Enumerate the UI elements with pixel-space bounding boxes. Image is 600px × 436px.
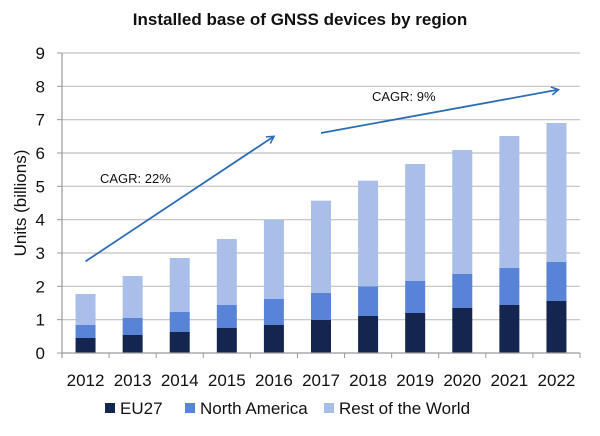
x-tick-label: 2017 [302, 371, 340, 390]
bar-eu27-2013 [122, 335, 143, 353]
bar-rest-of-the-world-2016 [263, 219, 284, 299]
y-tick-label: 5 [36, 177, 45, 196]
bar-rest-of-the-world-2017 [311, 200, 331, 293]
bars [75, 123, 567, 353]
bar-rest-of-the-world-2021 [499, 136, 520, 268]
bar-rest-of-the-world-2018 [358, 180, 379, 287]
bar-eu27-2022 [546, 301, 567, 353]
legend-label: EU27 [120, 399, 163, 418]
x-tick-label: 2022 [538, 371, 576, 390]
bar-eu27-2019 [405, 313, 426, 353]
bar-north-america-2022 [546, 262, 567, 301]
legend: EU27 North America Rest of the World [105, 399, 470, 418]
legend-label: Rest of the World [339, 399, 470, 418]
cagr-label: CAGR: 22% [100, 171, 171, 186]
chart-title: Installed base of GNSS devices by region [133, 10, 467, 29]
legend-item-north-america: North America [185, 399, 308, 418]
bar-rest-of-the-world-2020 [452, 150, 473, 274]
cagr-arrow [85, 135, 276, 263]
bar-north-america-2015 [216, 305, 237, 328]
legend-item-rest-of-the-world: Rest of the World [324, 399, 470, 418]
y-tick-label: 8 [36, 77, 45, 96]
bar-eu27-2015 [216, 328, 237, 353]
x-axis: 2012 2013 2014 2015 2016 2017 2018 2019 2020 2021… [61, 53, 581, 390]
x-tick-label: 2012 [67, 371, 105, 390]
bar-rest-of-the-world-2022 [546, 123, 567, 262]
bar-north-america-2014 [169, 312, 190, 332]
y-tick-label: 4 [36, 211, 45, 230]
legend-swatch [324, 403, 334, 413]
x-tick-label: 2015 [208, 371, 246, 390]
bar-north-america-2021 [499, 268, 520, 305]
x-tick-label: 2019 [396, 371, 434, 390]
bar-north-america-2012 [75, 325, 96, 338]
legend-swatch [185, 403, 195, 413]
y-axis-label: Units (billions) [11, 150, 30, 257]
y-tick-label: 2 [36, 277, 45, 296]
legend-label: North America [200, 399, 308, 418]
x-tick-label: 2016 [255, 371, 293, 390]
y-tick-label: 9 [36, 44, 45, 63]
bar-eu27-2020 [452, 308, 473, 353]
y-tick-label: 6 [36, 144, 45, 163]
y-axis-ticks: 0 1 2 3 4 5 6 7 8 9 [36, 44, 45, 363]
bar-rest-of-the-world-2012 [75, 294, 96, 325]
y-tick-label: 3 [36, 244, 45, 263]
bar-eu27-2016 [263, 325, 284, 353]
y-tick-label: 1 [36, 311, 45, 330]
bar-rest-of-the-world-2019 [405, 164, 426, 281]
bar-eu27-2014 [169, 332, 190, 353]
bar-north-america-2019 [405, 281, 426, 313]
bar-eu27-2017 [311, 320, 331, 353]
bar-north-america-2016 [263, 299, 284, 325]
bar-north-america-2017 [311, 293, 331, 320]
bar-north-america-2020 [452, 274, 473, 308]
cagr-label: CAGR: 9% [372, 89, 436, 104]
bar-north-america-2018 [358, 286, 379, 316]
bar-north-america-2013 [122, 318, 143, 335]
legend-swatch [105, 403, 115, 413]
y-tick-label: 7 [36, 111, 45, 130]
y-tick-label: 0 [36, 344, 45, 363]
bar-eu27-2018 [358, 316, 379, 353]
annotations: CAGR: 22% CAGR: 9% [85, 86, 561, 263]
bar-eu27-2021 [499, 305, 520, 353]
x-tick-label: 2018 [349, 371, 387, 390]
bar-eu27-2012 [75, 338, 96, 353]
x-tick-label: 2020 [443, 371, 481, 390]
bar-rest-of-the-world-2015 [216, 239, 237, 305]
cagr-arrow [320, 86, 561, 134]
x-tick-label: 2013 [114, 371, 152, 390]
x-tick-label: 2014 [161, 371, 199, 390]
legend-item-eu27: EU27 [105, 399, 163, 418]
x-tick-label: 2021 [490, 371, 528, 390]
bar-rest-of-the-world-2014 [169, 258, 190, 312]
bar-rest-of-the-world-2013 [122, 276, 143, 318]
